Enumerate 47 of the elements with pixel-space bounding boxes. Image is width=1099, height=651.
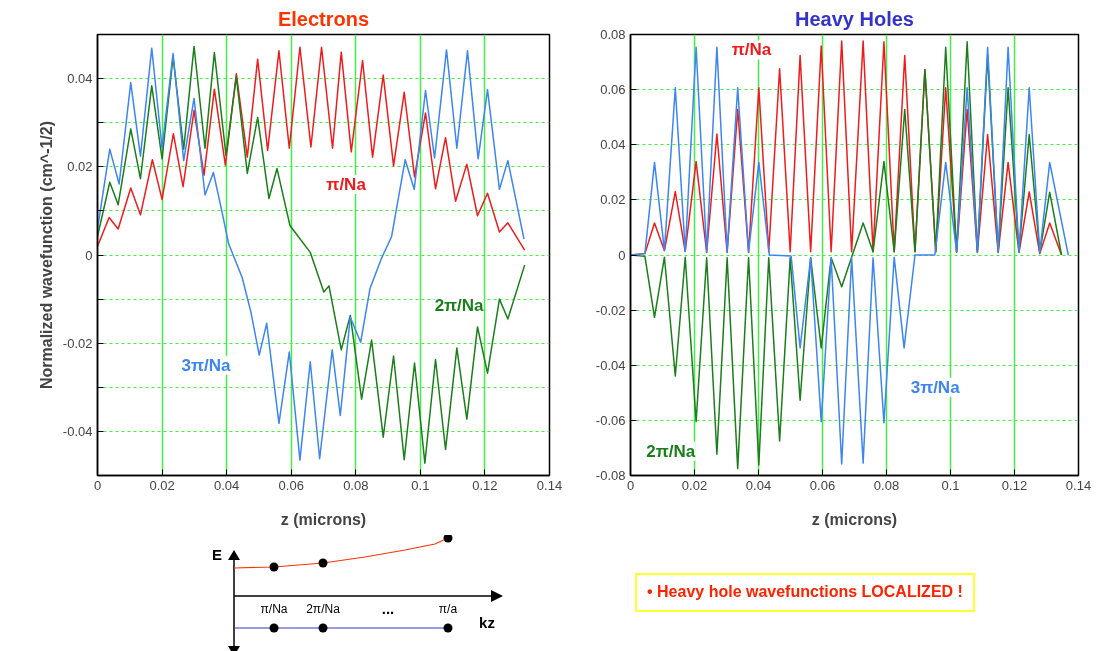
y-axis-title: Normalized wavefunction (cm^-1/2) xyxy=(37,120,55,390)
y-tick-label: 0.04 xyxy=(600,137,626,153)
x-tick-label: 0.04 xyxy=(213,477,240,493)
series-label: 3π/Na xyxy=(910,377,961,397)
series-label: 3π/Na xyxy=(181,355,231,375)
line-series xyxy=(97,46,526,251)
text: π/a xyxy=(438,602,458,617)
y-tick-label: -0.02 xyxy=(62,335,93,351)
x-tick-label: 0.04 xyxy=(745,477,772,493)
text: kz xyxy=(479,613,495,631)
x-tick-label: 0.12 xyxy=(1001,477,1028,493)
chart-title: Heavy Holes xyxy=(795,7,914,30)
text: π/Na xyxy=(260,602,288,617)
x-tick-label: 0.1 xyxy=(941,477,960,493)
text: 2π/Na xyxy=(306,602,341,617)
x-tick-label: 0.06 xyxy=(809,477,836,493)
y-tick-label: -0.04 xyxy=(595,357,626,373)
text: • Heavy hole wavefunctions LOCALIZED ! xyxy=(635,573,975,612)
x-tick-label: 0.1 xyxy=(411,477,430,493)
series-label: 2π/Na xyxy=(434,296,485,316)
x-tick-label: 0.02 xyxy=(681,477,708,493)
y-tick-label: 0 xyxy=(618,247,626,263)
y-tick-label: 0.02 xyxy=(600,192,626,208)
x-axis-title: z (microns) xyxy=(811,510,898,528)
x-tick-label: 0.08 xyxy=(343,477,369,493)
series-label: 2π/Na xyxy=(646,441,696,461)
y-tick-label: 0.08 xyxy=(600,27,626,42)
y-tick-label: -0.02 xyxy=(595,302,626,318)
x-tick-label: 0.08 xyxy=(873,477,900,493)
y-tick-label: -0.08 xyxy=(595,468,626,483)
x-tick-label: 0.14 xyxy=(1065,477,1092,493)
text: E xyxy=(211,545,223,563)
x-tick-label: 0.12 xyxy=(472,477,498,493)
series-label: π/Na xyxy=(731,40,772,60)
x-tick-label: 0.06 xyxy=(278,477,304,493)
chart-title: Electrons xyxy=(277,7,370,30)
x-tick-label: 0.02 xyxy=(149,477,175,493)
y-tick-label: 0.04 xyxy=(67,71,93,87)
x-tick-label: 0.14 xyxy=(536,477,563,493)
y-tick-label: 0.06 xyxy=(600,82,626,98)
x-axis-title: z (microns) xyxy=(280,510,367,528)
text: ... xyxy=(381,599,395,617)
series-label: π/Na xyxy=(326,174,367,194)
y-tick-label: -0.06 xyxy=(595,412,626,428)
y-tick-label: -0.04 xyxy=(62,423,93,439)
y-tick-label: 0.02 xyxy=(67,159,93,175)
y-tick-label: 0 xyxy=(85,247,93,263)
